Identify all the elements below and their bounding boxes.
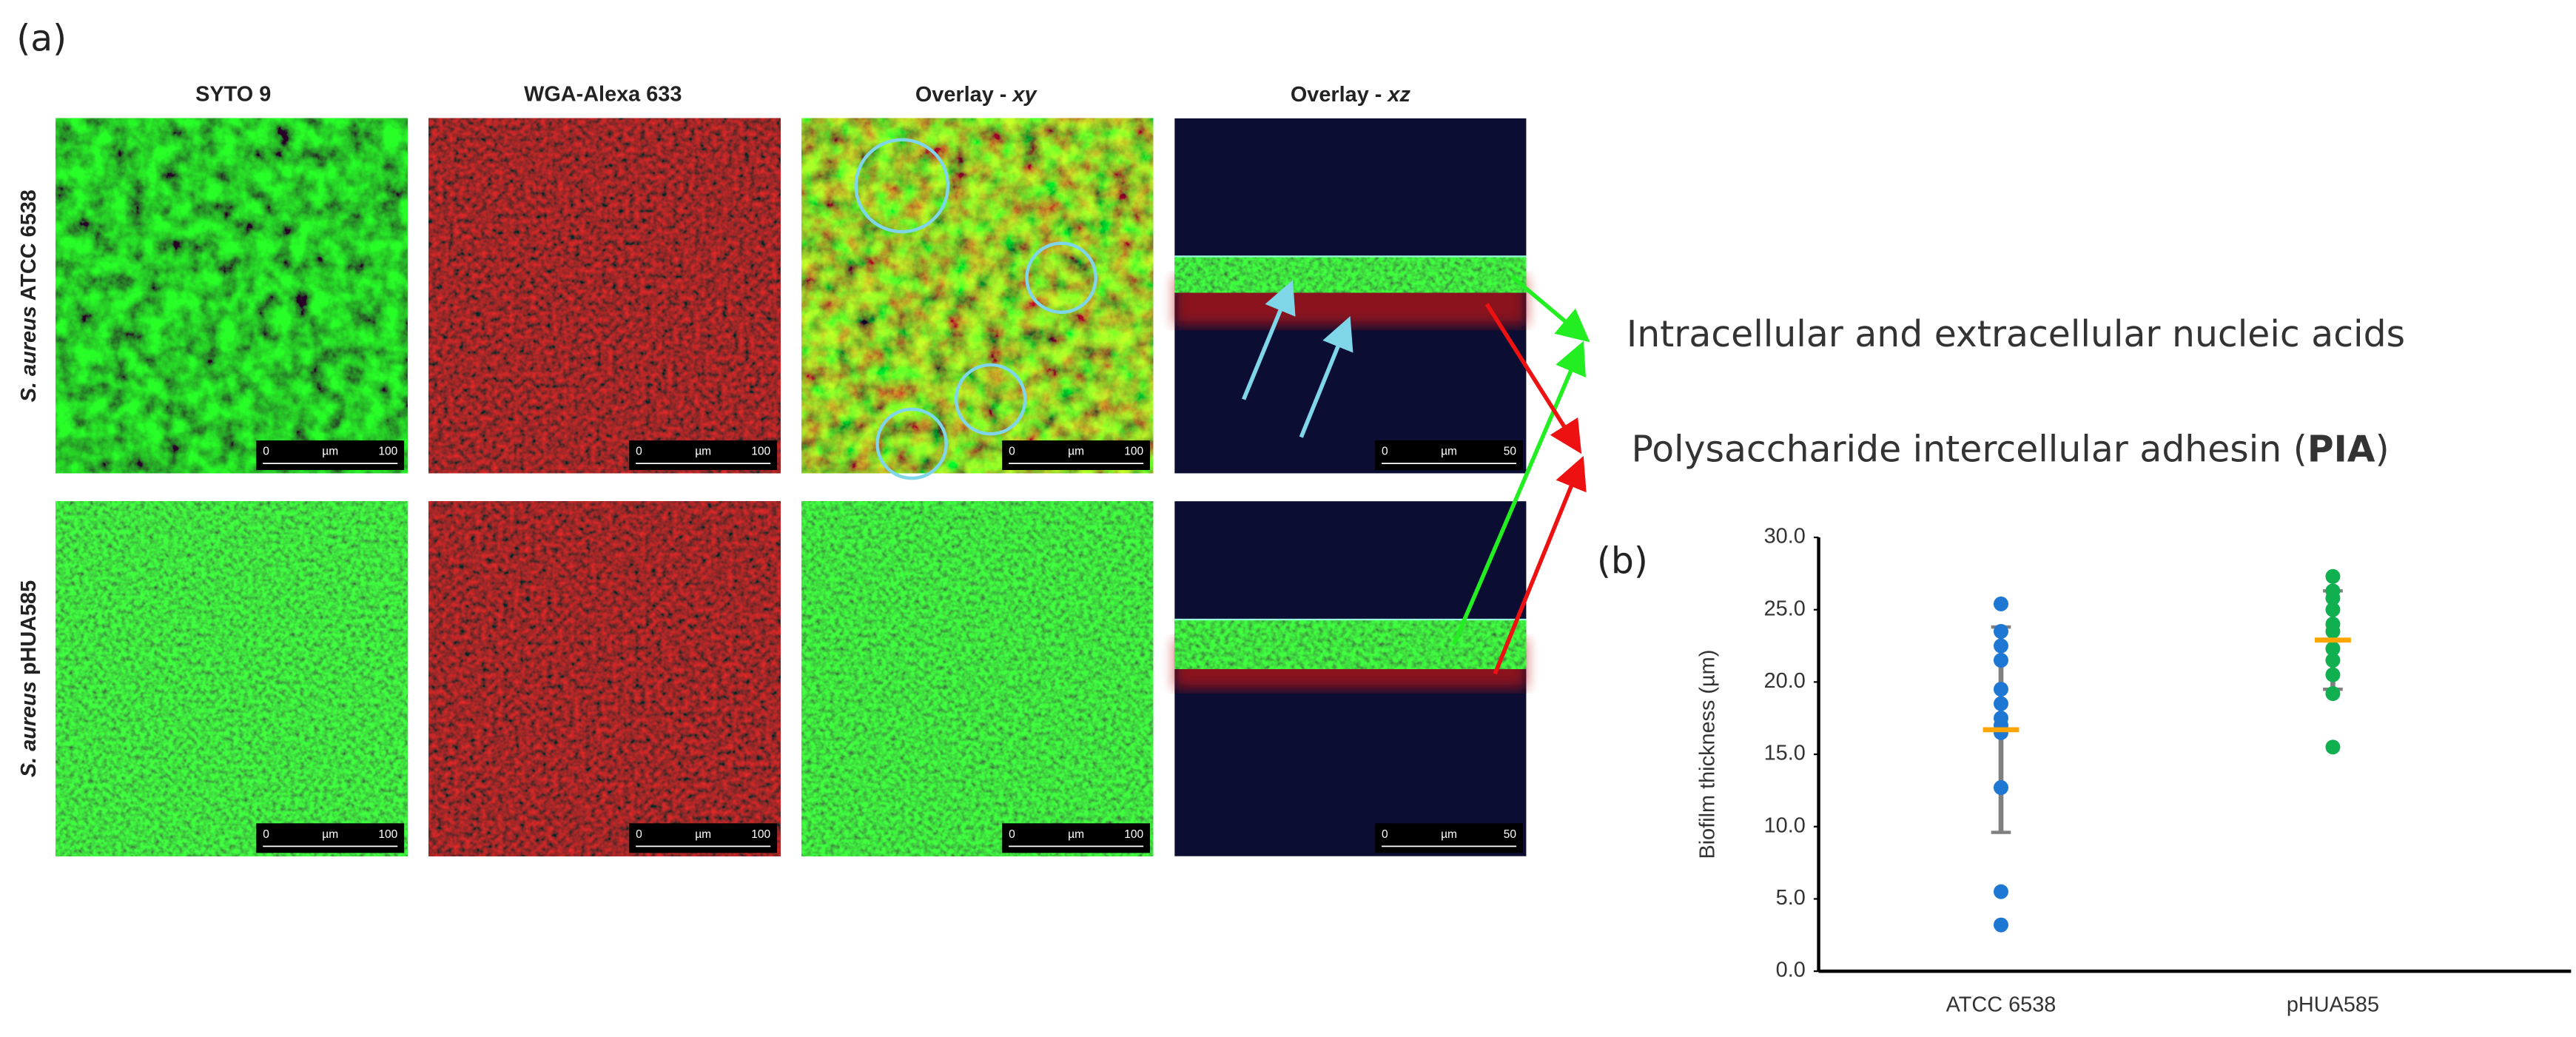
scale-label: 0	[636, 828, 642, 841]
data-point	[1994, 917, 2008, 933]
column-title-italic: xy	[1011, 82, 1038, 106]
data-point	[2325, 686, 2341, 702]
scale-label: 0	[1009, 446, 1015, 458]
column-title-text: Overlay -	[1291, 82, 1388, 106]
data-point	[1994, 624, 2008, 640]
annotation-text: )	[2375, 429, 2390, 471]
scale-label: 0	[636, 446, 642, 458]
column-title: Overlay - xy	[915, 82, 1038, 106]
scale-label: 50	[1504, 446, 1517, 458]
panel-label: (a)	[16, 18, 67, 60]
scale-label: µm	[322, 446, 338, 458]
y-tick-label: 25.0	[1764, 597, 1806, 620]
y-tick-label: 15.0	[1764, 742, 1806, 765]
scale-label: µm	[695, 446, 711, 458]
micrographs: 0 µm 100 0 µm 100 0 µm 100 0 µm 50 0 µm 100 0 µm 100 0 µm 10…	[56, 118, 1527, 856]
y-tick-label: 20.0	[1764, 669, 1806, 693]
data-point	[2325, 667, 2341, 682]
data-point	[2325, 641, 2341, 657]
column-title: SYTO 9	[195, 82, 271, 106]
scale-label: 100	[1124, 828, 1143, 841]
data-point	[1994, 696, 2008, 711]
green-layer	[1174, 256, 1527, 293]
row-species: S. aureus	[17, 681, 41, 777]
scale-bar	[1375, 440, 1523, 471]
scale-label: 100	[751, 828, 770, 841]
column-title-text: Overlay -	[915, 82, 1013, 106]
scale-bar	[1002, 440, 1151, 471]
data-point	[2325, 624, 2341, 640]
scale-label: µm	[695, 828, 711, 841]
row-label: S. aureus pHUA585	[17, 580, 41, 777]
scale-label: µm	[1068, 446, 1084, 458]
data-point	[2325, 602, 2341, 617]
green-layer	[1174, 620, 1527, 669]
data-point	[2325, 591, 2341, 606]
annotation-text: Polysaccharide intercellular adhesin (	[1631, 429, 2307, 471]
scale-label: 100	[1124, 446, 1143, 458]
data-point	[1994, 780, 2008, 795]
micrograph	[428, 118, 781, 474]
scale-label: 50	[1504, 828, 1517, 841]
row-species: S. aureus	[17, 306, 41, 402]
y-tick-label: 5.0	[1776, 886, 1806, 910]
column-title: WGA-Alexa 633	[524, 82, 682, 106]
micrograph	[428, 501, 781, 856]
row-label: S. aureus ATCC 6538	[17, 189, 41, 402]
data-point	[2325, 739, 2341, 755]
scale-label: µm	[1068, 828, 1084, 841]
x-tick-label: pHUA585	[2287, 993, 2379, 1016]
scale-label: µm	[1441, 446, 1457, 458]
annotation-bold: PIA	[2307, 429, 2375, 471]
scale-bar	[1002, 823, 1151, 853]
annotation: Intracellular and extracellular nucleic …	[1627, 313, 2405, 355]
y-tick-label: 30.0	[1764, 525, 1806, 548]
row-strain: pHUA585	[17, 580, 41, 681]
scale-bar	[629, 440, 778, 471]
scale-label: 0	[1009, 828, 1015, 841]
y-tick-label: 0.0	[1776, 959, 1806, 982]
micrograph	[56, 501, 408, 856]
highlight-circles	[854, 138, 1097, 480]
micrograph	[801, 501, 1154, 856]
scale-bar	[256, 823, 405, 853]
scale-label: 0	[263, 446, 269, 458]
scale-label: 100	[751, 446, 770, 458]
scale-label: µm	[1441, 828, 1457, 841]
arrows	[1241, 274, 1590, 675]
data-point	[2325, 568, 2341, 584]
data-point	[2325, 653, 2341, 668]
micrograph	[56, 118, 408, 474]
scale-bar	[1375, 823, 1523, 853]
panel-label: (b)	[1597, 540, 1648, 583]
row-strain: ATCC 6538	[17, 189, 41, 306]
annotation: Polysaccharide intercellular adhesin (PI…	[1631, 429, 2389, 471]
scale-bar	[629, 823, 778, 853]
y-tick-label: 10.0	[1764, 813, 1806, 837]
data-point	[1994, 653, 2008, 668]
x-tick-label: ATCC 6538	[1946, 993, 2057, 1016]
data-point	[1994, 884, 2008, 899]
data-point	[1994, 596, 2008, 611]
scale-label: 0	[1382, 828, 1388, 841]
column-title-italic: xz	[1386, 82, 1410, 106]
scale-label: 0	[1382, 446, 1388, 458]
scale-label: µm	[322, 828, 338, 841]
micrograph	[801, 118, 1154, 474]
y-axis-label: Biofilm thickness (µm)	[1695, 650, 1719, 859]
scale-bar	[256, 440, 405, 471]
scale-label: 0	[263, 828, 269, 841]
scale-label: 100	[378, 446, 397, 458]
column-title: Overlay - xz	[1291, 82, 1411, 106]
scale-label: 100	[378, 828, 397, 841]
chart: 0.0 5.0 10.0 15.0 20.0 25.0 30.0 ATCC 6538 pHUA5…	[1764, 525, 2572, 1016]
data-point	[1994, 682, 2008, 697]
data-point	[1994, 638, 2008, 654]
